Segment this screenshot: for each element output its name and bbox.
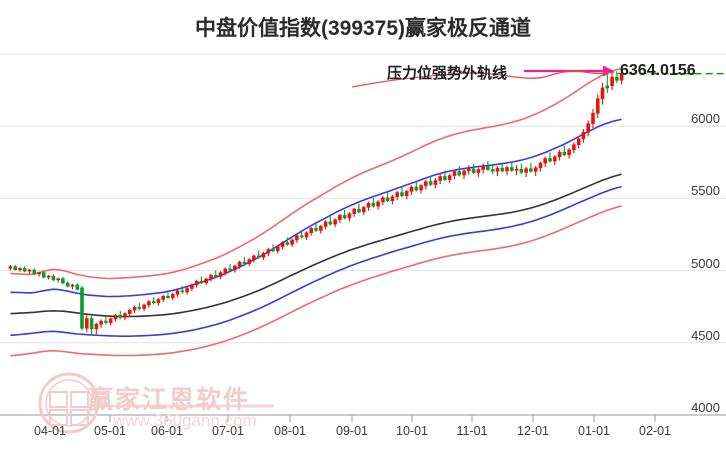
y-axis-tick-label: 5000 (691, 255, 720, 271)
x-axis-tick-label: 06-01 (151, 424, 183, 438)
x-axis-tick-label: 05-01 (94, 424, 126, 438)
watermark-brand: 赢家江恩软件 (88, 386, 251, 414)
x-axis-tick-label: 11-01 (456, 424, 488, 438)
x-axis-tick-label: 01-01 (578, 424, 610, 438)
watermark-url: www.360gann.com (113, 411, 257, 430)
y-axis-tick-label: 5500 (691, 183, 720, 199)
y-axis-tick-label: 6000 (691, 111, 720, 127)
watermark-logo (38, 372, 100, 439)
y-axis-tick-label: 4000 (691, 400, 720, 415)
resistance-annotation-label: 压力位强势外轨线 (387, 65, 508, 82)
x-axis-tick-label: 02-01 (639, 424, 671, 438)
page-title: 中盘价值指数(399375)赢家极反通道 (194, 17, 532, 40)
x-axis-tick-label: 09-01 (336, 424, 368, 438)
current-price-label: 6364.0156 (620, 62, 696, 79)
x-axis-tick-label: 04-01 (34, 424, 66, 438)
x-axis-tick-label: 12-01 (517, 424, 549, 438)
x-axis-tick-label: 08-01 (274, 424, 306, 438)
y-axis-tick-label: 4500 (691, 327, 720, 343)
x-axis-tick-label: 10-01 (396, 424, 428, 438)
x-axis-tick-label: 07-01 (212, 424, 244, 438)
